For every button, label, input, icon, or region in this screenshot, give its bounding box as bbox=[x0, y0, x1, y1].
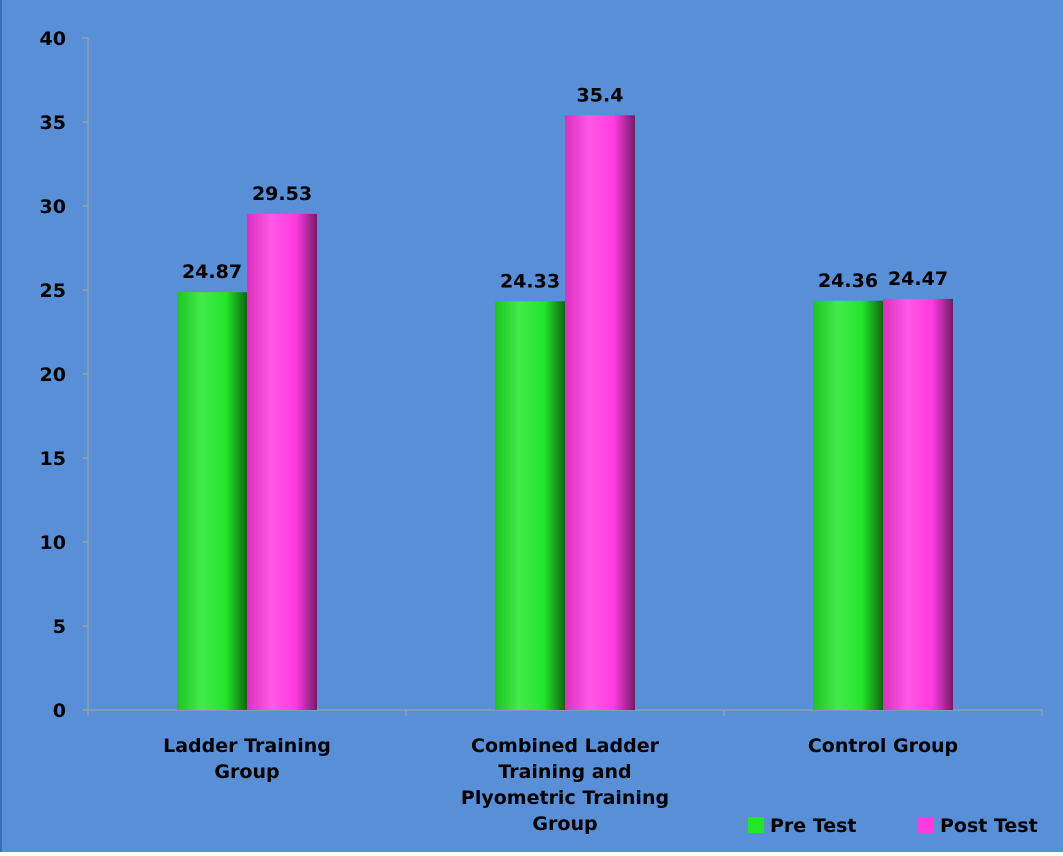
y-tick-label: 25 bbox=[40, 280, 66, 302]
data-label: 29.53 bbox=[252, 183, 312, 205]
bar-post-test bbox=[247, 213, 317, 710]
bar-pre-test bbox=[495, 301, 565, 710]
x-category-label-line: Ladder Training bbox=[163, 735, 331, 757]
data-label: 24.47 bbox=[888, 268, 948, 290]
legend-swatch-post-test bbox=[918, 817, 934, 833]
data-label: 24.33 bbox=[500, 270, 560, 292]
y-tick-label: 15 bbox=[40, 448, 66, 470]
x-category-label: Ladder Training Group bbox=[163, 735, 331, 783]
x-category-label-line: Group bbox=[214, 761, 279, 783]
data-label: 35.4 bbox=[577, 84, 624, 106]
data-label: 24.36 bbox=[818, 270, 878, 292]
legend-label: Post Test bbox=[940, 815, 1038, 837]
bar-post-test bbox=[883, 298, 953, 710]
y-tick-label: 10 bbox=[40, 532, 66, 554]
y-tick-label: 20 bbox=[40, 364, 66, 386]
y-tick-label: 35 bbox=[40, 112, 66, 134]
y-tick-label: 40 bbox=[40, 28, 66, 50]
legend-label: Pre Test bbox=[770, 815, 857, 837]
x-category-label-line: Combined Ladder bbox=[471, 735, 660, 757]
x-category-label-line: Plyometric Training bbox=[461, 787, 669, 809]
bar-pre-test bbox=[177, 292, 247, 710]
bar-pre-test bbox=[813, 300, 883, 710]
data-label: 24.87 bbox=[182, 261, 242, 283]
y-tick-label: 30 bbox=[40, 196, 66, 218]
bar-post-test bbox=[565, 115, 635, 710]
x-category-label-line: Training and bbox=[498, 761, 631, 783]
y-tick-label: 0 bbox=[53, 700, 66, 722]
x-category-label-line: Control Group bbox=[808, 735, 958, 757]
legend-swatch-pre-test bbox=[748, 817, 764, 833]
x-category-label: Control Group bbox=[808, 735, 958, 757]
x-category-label: Combined Ladder Training and Plyometric Tr… bbox=[461, 735, 669, 835]
x-category-label-line: Group bbox=[532, 813, 597, 835]
y-tick-label: 5 bbox=[53, 616, 66, 638]
